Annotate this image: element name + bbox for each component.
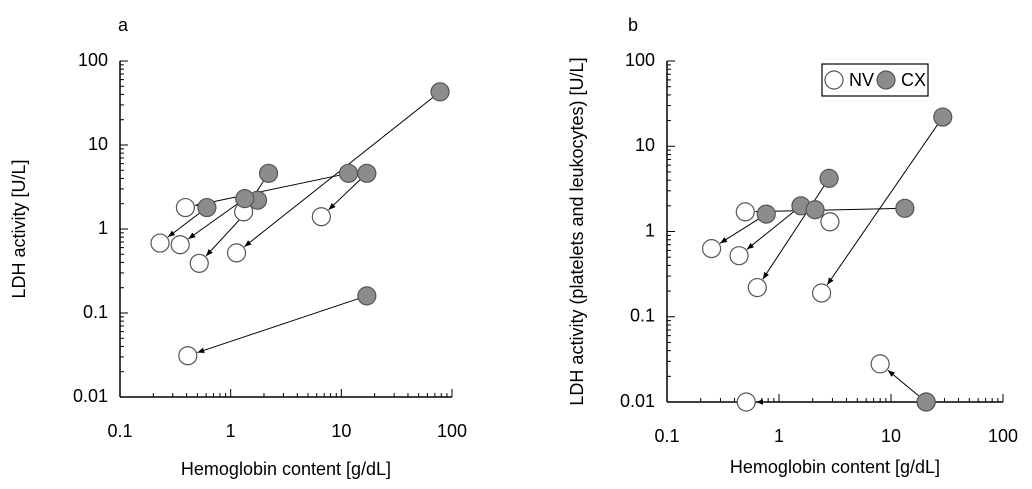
legend-label: CX bbox=[901, 70, 926, 90]
arrow bbox=[888, 370, 919, 396]
x-axis-label: Hemoglobin content [g/dL] bbox=[181, 459, 391, 479]
x-axis-label: Hemoglobin content [g/dL] bbox=[730, 457, 940, 477]
point bbox=[190, 254, 208, 272]
legend-label: NV bbox=[849, 70, 874, 90]
y-axis-label: LDH activity (platelets and leukocytes) … bbox=[567, 57, 587, 405]
point bbox=[358, 164, 376, 182]
point bbox=[917, 393, 935, 411]
point bbox=[821, 213, 839, 231]
panel-label: b bbox=[628, 15, 638, 35]
point bbox=[151, 234, 169, 252]
arrow bbox=[329, 180, 361, 210]
point bbox=[748, 279, 766, 297]
point bbox=[176, 199, 194, 217]
point bbox=[339, 164, 357, 182]
x-tick-label: 10 bbox=[331, 421, 351, 441]
point bbox=[806, 201, 824, 219]
point bbox=[813, 284, 831, 302]
point bbox=[736, 203, 754, 221]
arrow bbox=[720, 219, 759, 243]
arrow bbox=[755, 209, 896, 212]
y-tick-label: 100 bbox=[78, 50, 108, 70]
point bbox=[431, 83, 449, 101]
point bbox=[703, 240, 721, 258]
point bbox=[737, 393, 755, 411]
legend-swatch bbox=[877, 71, 895, 89]
arrow bbox=[827, 124, 937, 284]
arrow bbox=[197, 299, 358, 353]
point bbox=[934, 108, 952, 126]
legend-swatch bbox=[825, 71, 843, 89]
point bbox=[312, 208, 330, 226]
y-tick-label: 10 bbox=[635, 135, 655, 155]
y-tick-label: 0.1 bbox=[83, 302, 108, 322]
point bbox=[896, 199, 914, 217]
point bbox=[179, 347, 197, 365]
point bbox=[358, 287, 376, 305]
point bbox=[228, 244, 246, 262]
point bbox=[757, 205, 775, 223]
point bbox=[171, 236, 189, 254]
y-tick-label: 0.01 bbox=[73, 386, 108, 406]
point bbox=[198, 199, 216, 217]
y-tick-label: 10 bbox=[88, 134, 108, 154]
x-tick-label: 10 bbox=[881, 426, 901, 446]
point bbox=[260, 164, 278, 182]
x-tick-label: 1 bbox=[226, 421, 236, 441]
panel-label: a bbox=[118, 15, 129, 35]
y-tick-label: 0.01 bbox=[620, 391, 655, 411]
y-tick-label: 100 bbox=[625, 50, 655, 70]
point bbox=[871, 355, 889, 373]
x-tick-label: 100 bbox=[988, 426, 1018, 446]
y-tick-label: 1 bbox=[645, 220, 655, 240]
point bbox=[820, 169, 838, 187]
x-tick-label: 1 bbox=[774, 426, 784, 446]
point bbox=[730, 247, 748, 265]
x-tick-label: 0.1 bbox=[107, 421, 132, 441]
x-tick-label: 0.1 bbox=[654, 426, 679, 446]
y-tick-label: 1 bbox=[98, 218, 108, 238]
y-tick-label: 0.1 bbox=[630, 306, 655, 326]
point bbox=[236, 190, 254, 208]
y-axis-label: LDH activity [U/L] bbox=[9, 159, 29, 298]
x-tick-label: 100 bbox=[437, 421, 467, 441]
